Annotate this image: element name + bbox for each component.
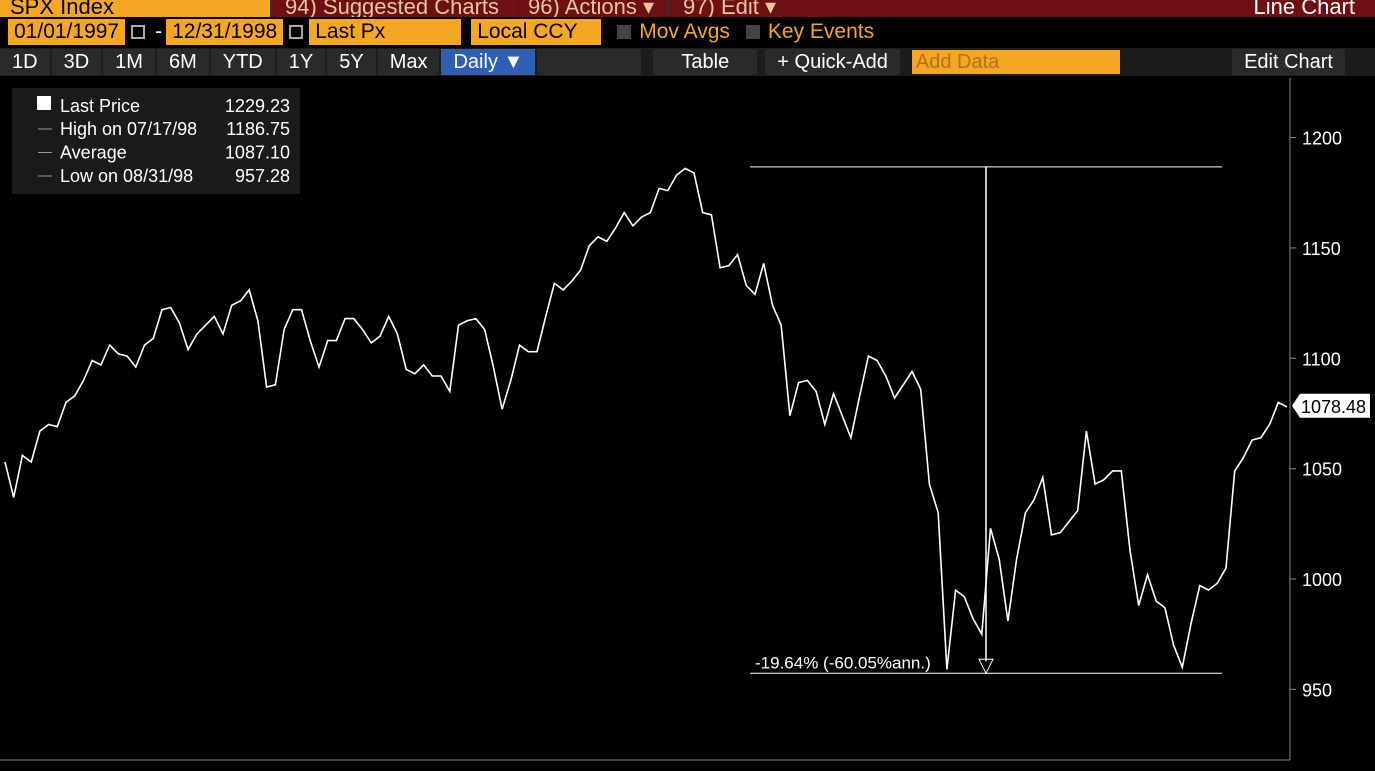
ticker[interactable]: SPX Index xyxy=(0,0,270,17)
period-button[interactable]: 1M xyxy=(103,49,155,75)
tab[interactable]: 97) Edit ▾ xyxy=(668,0,790,17)
period-button[interactable]: 3D xyxy=(51,49,102,75)
calendar-icon[interactable] xyxy=(289,25,304,39)
period-button[interactable]: 5Y xyxy=(327,49,376,75)
y-tick-label: 1100 xyxy=(1302,349,1341,369)
legend-value: 1087.10 xyxy=(225,143,290,163)
period-button[interactable]: 6M xyxy=(156,49,209,75)
legend-value: 1229.23 xyxy=(225,96,290,116)
field-select[interactable]: Last Px xyxy=(309,19,462,45)
period-button[interactable]: YTD xyxy=(210,49,275,75)
frequency-select[interactable]: Daily ▼ xyxy=(441,49,536,75)
legend-label: High on 07/17/98 xyxy=(60,119,197,139)
currency-select[interactable]: Local CCY xyxy=(471,19,602,45)
y-tick-label: 1000 xyxy=(1302,570,1342,590)
y-tick-label: 950 xyxy=(1302,680,1332,700)
legend-label: Low on 08/31/98 xyxy=(60,166,193,186)
calendar-icon[interactable] xyxy=(131,25,146,39)
period-buttons: 1D 3D 1M 6M YTD 1Y 5Y Max xyxy=(0,49,441,75)
last-value-label: 1078.48 xyxy=(1301,397,1366,417)
legend-swatch xyxy=(37,96,51,110)
period-button[interactable]: 1D xyxy=(0,49,50,75)
y-tick-label: 1050 xyxy=(1302,460,1342,480)
edit-chart-button[interactable]: Edit Chart xyxy=(1232,49,1345,75)
y-tick-label: 1200 xyxy=(1302,129,1342,149)
separator: - xyxy=(155,20,163,43)
view-title: Line Chart xyxy=(1253,0,1355,17)
period-button[interactable]: Max xyxy=(377,49,440,75)
checkbox[interactable] xyxy=(745,25,760,39)
last-value-tag xyxy=(1292,393,1370,418)
legend-box xyxy=(12,88,300,194)
toggle-label[interactable]: Key Events xyxy=(767,20,875,43)
start-date[interactable]: 01/01/1997 xyxy=(8,19,126,45)
annotation: -19.64% (-60.05%ann.) xyxy=(755,653,931,672)
period-button[interactable]: 1Y xyxy=(276,49,326,75)
end-date[interactable]: 12/31/1998 xyxy=(166,19,284,45)
add-data-input[interactable]: Add Data xyxy=(911,50,1120,74)
table-button[interactable]: Table xyxy=(653,49,758,75)
chart-type-button[interactable] xyxy=(537,49,642,75)
tab[interactable]: 96) Actions ▾ xyxy=(513,0,668,17)
tab[interactable]: 94) Suggested Charts xyxy=(270,0,513,17)
legend-value: 957.28 xyxy=(235,166,290,186)
period-bar: 1D 3D 1M 6M YTD 1Y 5Y Max Daily ▼ Table + Quick… xyxy=(0,48,1375,76)
legend-value: 1186.75 xyxy=(226,119,290,139)
toggle-label[interactable]: Mov Avgs xyxy=(639,20,730,43)
price-line xyxy=(4,167,1288,671)
arrow-head xyxy=(978,658,994,675)
legend-label: Last Price xyxy=(60,96,140,116)
date-bar: 01/01/1997 - 12/31/1998 Last Px Local CC… xyxy=(0,18,1375,46)
y-tick-label: 1150 xyxy=(1302,239,1341,259)
legend-label: Average xyxy=(60,143,127,163)
header-bar: SPX Index 94) Suggested Charts 96) Actio… xyxy=(0,0,1375,17)
checkbox[interactable] xyxy=(617,25,632,39)
quick-add-button[interactable]: + Quick-Add xyxy=(765,49,900,75)
